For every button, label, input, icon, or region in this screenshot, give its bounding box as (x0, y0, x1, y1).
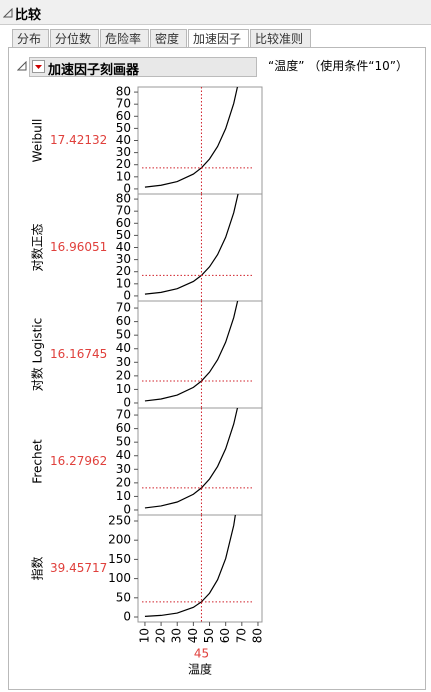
y-tick-label: 40 (116, 341, 131, 355)
tab[interactable]: 加速因子 (188, 29, 249, 48)
y-tick-label: 20 (116, 475, 131, 489)
y-tick-label: 50 (116, 590, 131, 604)
plot-frame (137, 514, 263, 623)
y-label: 指数 (30, 556, 45, 580)
curve (144, 515, 236, 617)
y-tick-label: 250 (108, 513, 131, 527)
curve (144, 87, 239, 188)
header-bar (0, 0, 431, 25)
x-tick-label: 20 (154, 628, 168, 643)
plot-frame (137, 86, 263, 195)
y-tick-label: 0 (123, 502, 131, 516)
y-tick-label: 10 (116, 382, 131, 396)
tab[interactable]: 比较准则 (250, 29, 311, 48)
y-tick-label: 20 (116, 157, 131, 171)
y-tick-label: 10 (116, 489, 131, 503)
profiler-title-box[interactable] (29, 57, 257, 77)
y-tick-label: 30 (116, 355, 131, 369)
menu-icon[interactable] (32, 60, 45, 73)
y-label: 对数 Logistic (30, 318, 45, 391)
y-tick-label: 70 (116, 97, 131, 111)
header-title: 比较 (15, 8, 42, 23)
y-tick-label: 50 (116, 121, 131, 135)
profiler-title: 加速因子刻画器 (48, 63, 140, 78)
y-tick-label: 60 (116, 421, 131, 435)
y-tick-label: 80 (116, 192, 131, 206)
y-tick-label: 0 (123, 181, 131, 195)
plot-frame (137, 193, 263, 302)
y-tick-label: 40 (116, 448, 131, 462)
y-tick-label: 50 (116, 435, 131, 449)
curve (144, 301, 239, 402)
y-tick-label: 30 (116, 462, 131, 476)
curve (144, 408, 239, 509)
x-label: 温度 (188, 662, 212, 677)
tab[interactable]: 分位数 (50, 29, 99, 48)
y-label: Weibull (31, 119, 45, 163)
y-tick-label: 30 (116, 252, 131, 266)
y-tick-label: 10 (116, 169, 131, 183)
y-tick-label: 0 (123, 610, 131, 624)
y-tick-label: 10 (116, 276, 131, 290)
y-tick-label: 40 (116, 240, 131, 254)
y-tick-label: 50 (116, 328, 131, 342)
y-label: 对数正态 (30, 223, 45, 271)
curve (144, 194, 239, 295)
tab[interactable]: 密度 (150, 29, 187, 48)
y-tick-label: 100 (108, 571, 131, 585)
x-tick-label: 40 (186, 628, 200, 643)
x-tick-label: 30 (170, 628, 184, 643)
y-tick-label: 70 (116, 204, 131, 218)
x-tick-label: 70 (234, 628, 248, 643)
collapse-icon[interactable] (3, 8, 13, 18)
y-tick-label: 150 (108, 552, 131, 566)
tab[interactable]: 危险率 (100, 29, 149, 48)
x-current-label: 45 (194, 647, 209, 661)
y-tick-label: 0 (123, 395, 131, 409)
y-tick-label: 70 (116, 301, 131, 315)
y-tick-label: 50 (116, 228, 131, 242)
current-value: 16.27962 (50, 454, 107, 468)
y-tick-label: 20 (116, 264, 131, 278)
collapse-icon[interactable] (17, 61, 27, 71)
x-tick-label: 10 (137, 628, 151, 643)
y-tick-label: 70 (116, 408, 131, 422)
x-tick-label: 50 (202, 628, 216, 643)
y-tick-label: 200 (108, 533, 131, 547)
current-value: 39.45717 (50, 561, 107, 575)
y-tick-label: 80 (116, 85, 131, 99)
tab-panel (8, 47, 426, 690)
x-tick-label: 80 (250, 628, 264, 643)
y-tick-label: 30 (116, 145, 131, 159)
y-tick-label: 20 (116, 368, 131, 382)
current-value: 16.96051 (50, 240, 107, 254)
current-value: 17.42132 (50, 133, 107, 147)
y-tick-label: 0 (123, 288, 131, 302)
y-label: Frechet (31, 439, 45, 484)
current-value: 16.16745 (50, 347, 107, 361)
y-tick-label: 60 (116, 216, 131, 230)
plot-frame (137, 300, 263, 409)
x-tick-label: 60 (218, 628, 232, 643)
plot-frame (137, 407, 263, 516)
profiler-note: “温度” （使用条件“10”） (268, 59, 408, 73)
y-tick-label: 60 (116, 314, 131, 328)
y-tick-label: 40 (116, 133, 131, 147)
y-tick-label: 60 (116, 109, 131, 123)
